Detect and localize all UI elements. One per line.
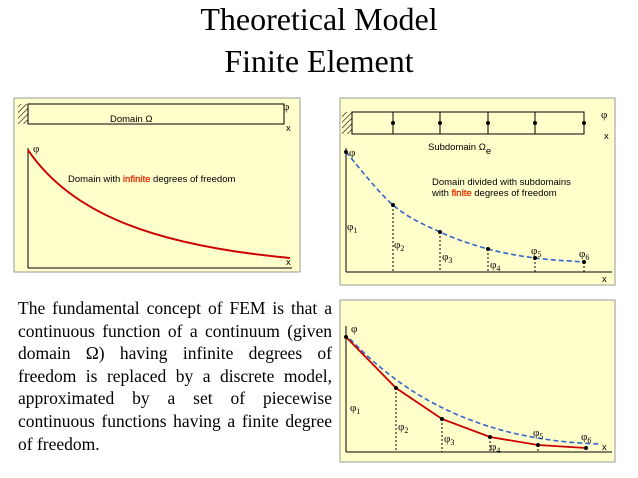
symbol: φ — [398, 421, 404, 433]
symbol: φ — [394, 239, 400, 251]
symbol: φ — [581, 431, 587, 443]
index: 5 — [539, 432, 543, 441]
symbol: φ — [531, 245, 537, 257]
node — [582, 260, 586, 264]
nodes — [391, 121, 586, 125]
curve — [345, 151, 585, 263]
label: φ — [351, 323, 357, 335]
node — [344, 150, 348, 154]
text: degrees of freedom — [472, 188, 557, 199]
node — [391, 203, 395, 207]
nodal-label: φ1 — [347, 221, 357, 235]
index: 6 — [585, 253, 589, 262]
label: φ — [33, 143, 39, 155]
symbol: φ — [350, 402, 356, 414]
subscript: e — [486, 146, 491, 157]
label: x — [604, 131, 609, 142]
panel — [13, 97, 301, 273]
label: Subdomain Ωe — [428, 142, 491, 157]
nodal-label: φ5 — [531, 245, 541, 259]
symbol: φ — [533, 427, 539, 439]
index: 3 — [448, 256, 452, 265]
index: 6 — [587, 436, 591, 445]
caption: with finite degrees of freedom — [431, 188, 557, 199]
title-line: Theoretical Model — [200, 1, 437, 37]
nodal-label: φ6 — [579, 248, 589, 262]
highlight: finite — [452, 188, 472, 199]
node — [438, 230, 442, 234]
caption: Domain with infinite degrees of freedom — [68, 174, 235, 185]
nodal-label: φ1 — [350, 402, 360, 416]
wall — [18, 104, 28, 124]
symbol: φ — [579, 248, 585, 260]
nodal-label: φ5 — [533, 427, 543, 441]
nodal-label: φ3 — [444, 433, 454, 447]
text: Domain with — [68, 174, 123, 185]
label: x — [286, 123, 291, 134]
node — [344, 335, 348, 339]
node — [488, 435, 492, 439]
label: x — [286, 257, 291, 268]
highlight: infinite — [123, 174, 150, 185]
panel — [339, 97, 616, 286]
index: 4 — [496, 446, 500, 455]
node — [533, 256, 537, 260]
symbol: φ — [442, 251, 448, 263]
curve — [349, 338, 601, 445]
nodal-label: φ6 — [581, 431, 591, 445]
label: Domain Ω — [110, 114, 152, 125]
index: 3 — [450, 438, 454, 447]
paragraph: The fundamental concept of FEM is that a… — [18, 298, 332, 454]
symbol: φ — [444, 433, 450, 445]
caption: Domain divided with subdomains — [432, 177, 571, 188]
text: Subdomain Ω — [428, 142, 486, 153]
symbol: φ — [347, 221, 353, 233]
wall — [342, 112, 352, 134]
index: 2 — [400, 244, 404, 253]
node — [486, 247, 490, 251]
text: with — [431, 188, 452, 199]
index: 2 — [404, 426, 408, 435]
label: φ — [283, 101, 289, 113]
index: 1 — [353, 226, 357, 235]
symbol: φ — [490, 441, 496, 453]
index: 5 — [537, 250, 541, 259]
node — [394, 386, 398, 390]
label: φ — [601, 109, 607, 121]
node — [584, 446, 588, 450]
label: x — [602, 442, 607, 453]
nodal-label: φ4 — [490, 259, 500, 273]
curve — [27, 149, 291, 259]
nodal-label: φ2 — [398, 421, 408, 435]
nodal-label: φ3 — [442, 251, 452, 265]
text: degrees of freedom — [150, 174, 235, 185]
nodal-label: φ2 — [394, 239, 404, 253]
piecewise-line — [345, 336, 587, 449]
node — [536, 443, 540, 447]
panel — [339, 299, 616, 463]
symbol: φ — [490, 259, 496, 271]
index: 4 — [496, 264, 500, 273]
nodal-label: φ4 — [490, 441, 500, 455]
label: φ — [349, 147, 355, 159]
label: x — [602, 274, 607, 285]
node — [440, 417, 444, 421]
bar — [27, 103, 285, 125]
title-line: Finite Element — [224, 43, 413, 79]
index: 1 — [356, 407, 360, 416]
